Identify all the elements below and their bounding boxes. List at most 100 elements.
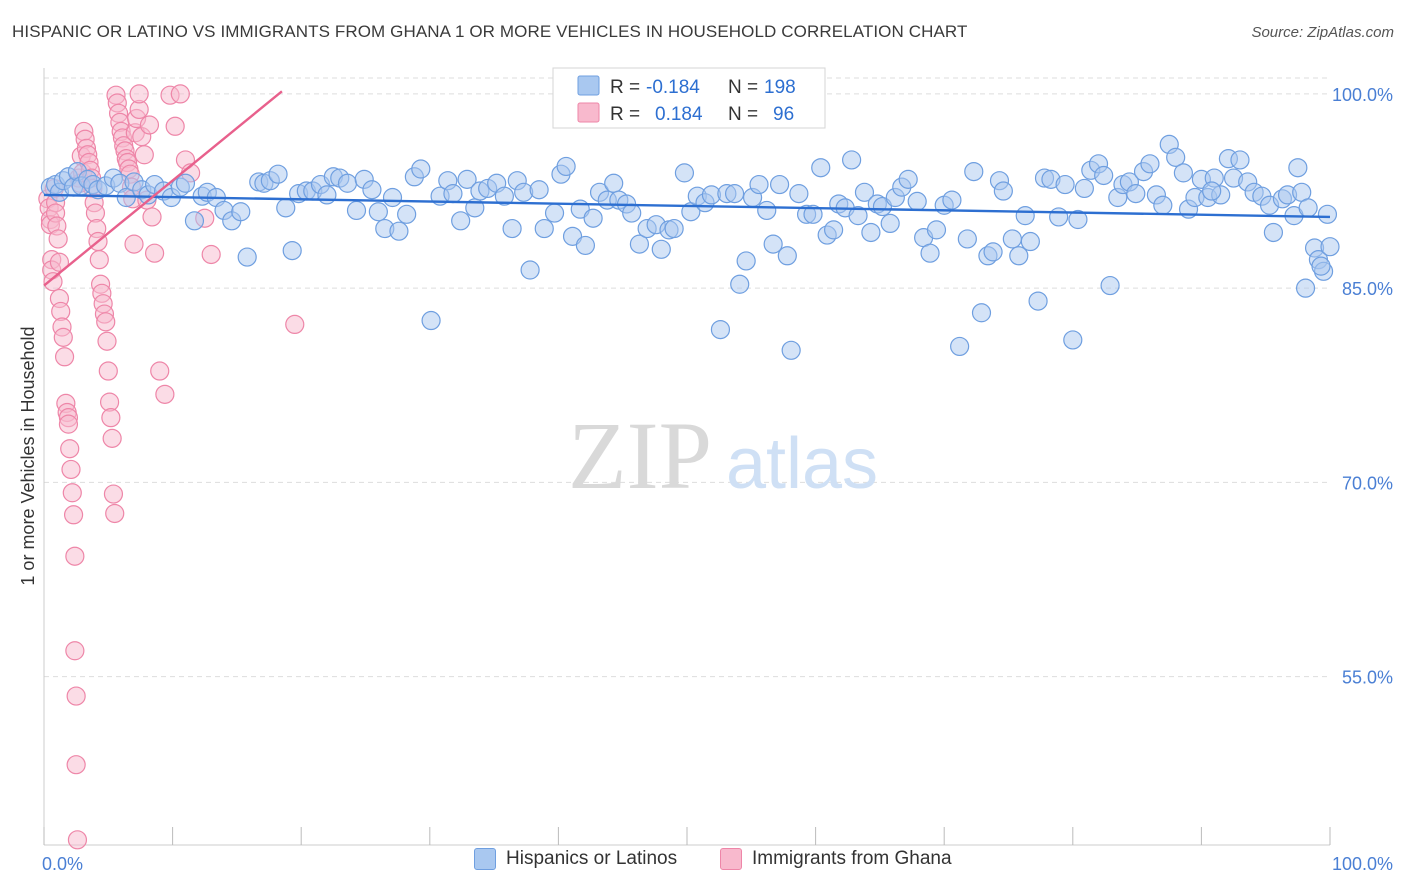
hispanic-point-148 bbox=[1055, 174, 1075, 195]
legend-r-value-pink: 0.184 bbox=[655, 104, 703, 125]
axes-layer: 55.0% 70.0% 85.0% 100.0% 0.0% 100.0% bbox=[42, 68, 1393, 874]
ghana-point-28 bbox=[66, 686, 86, 706]
hispanic-point-122 bbox=[880, 213, 900, 233]
ghana-point-11 bbox=[48, 229, 68, 249]
ghana-point-86 bbox=[155, 384, 175, 404]
hispanic-point-108 bbox=[789, 184, 809, 204]
hispanic-point-189 bbox=[1320, 237, 1340, 257]
ghana-point-58 bbox=[103, 484, 124, 504]
hispanic-point-77 bbox=[575, 235, 596, 256]
hispanic-point-74 bbox=[556, 156, 576, 177]
ghana-point-89 bbox=[170, 84, 190, 104]
hispanic-point-129 bbox=[926, 220, 947, 240]
legend-r-label-blue: R = bbox=[610, 77, 640, 98]
ghana-point-88 bbox=[165, 116, 185, 136]
hispanic-trend-line bbox=[43, 193, 1331, 219]
hispanic-point-72 bbox=[544, 203, 565, 223]
hispanic-point-142 bbox=[1015, 206, 1035, 226]
hispanic-point-104 bbox=[763, 234, 783, 254]
ghana-point-30 bbox=[67, 830, 88, 850]
legend-r-value-blue: -0.184 bbox=[646, 77, 700, 98]
ghana-point-6 bbox=[43, 272, 63, 292]
hispanic-point-22 bbox=[175, 173, 196, 193]
hispanic-point-128 bbox=[920, 243, 940, 263]
ghana-point-82 bbox=[139, 115, 160, 135]
hispanic-point-84 bbox=[622, 203, 642, 223]
hispanic-point-59 bbox=[451, 211, 471, 231]
hispanic-point-91 bbox=[674, 163, 695, 183]
hispanic-point-193 bbox=[1317, 204, 1338, 224]
hispanic-point-161 bbox=[1140, 154, 1160, 174]
y-tick-label-3: 100.0% bbox=[1332, 85, 1393, 105]
hispanic-point-140 bbox=[1002, 229, 1022, 249]
ghana-point-27 bbox=[65, 641, 85, 661]
hispanic-point-98 bbox=[724, 184, 745, 204]
hispanic-point-100 bbox=[736, 251, 756, 271]
hispanic-point-60 bbox=[457, 169, 477, 189]
ghana-point-79 bbox=[134, 145, 154, 165]
legend-swatch-ghana bbox=[720, 848, 742, 870]
hispanic-point-144 bbox=[1028, 291, 1048, 311]
hispanic-point-29 bbox=[231, 202, 251, 222]
legend-item-hispanics[interactable]: Hispanics or Latinos bbox=[474, 848, 677, 870]
ghana-point-81 bbox=[129, 84, 149, 104]
y-axis-title-layer: 1 or more Vehicles in Household bbox=[18, 326, 38, 585]
hispanic-point-52 bbox=[397, 204, 417, 224]
ghana-point-84 bbox=[144, 243, 165, 263]
x-tick-label-0: 0.0% bbox=[42, 854, 83, 874]
hispanic-points bbox=[40, 134, 1340, 360]
hispanic-point-190 bbox=[1311, 256, 1331, 276]
ghana-trend-line bbox=[43, 90, 283, 287]
ghana-point-59 bbox=[105, 503, 125, 524]
hispanic-point-70 bbox=[529, 180, 549, 200]
hispanic-point-81 bbox=[604, 173, 624, 193]
hispanic-point-118 bbox=[854, 182, 875, 202]
ghana-point-47 bbox=[89, 250, 109, 270]
hispanic-point-34 bbox=[268, 164, 288, 184]
legend-n-value-blue: 198 bbox=[764, 77, 796, 98]
hispanic-point-116 bbox=[842, 150, 862, 170]
hispanic-point-65 bbox=[494, 186, 514, 206]
hispanic-point-113 bbox=[824, 220, 844, 240]
hispanic-point-55 bbox=[421, 310, 441, 331]
hispanic-point-88 bbox=[651, 239, 671, 259]
watermark-atlas: atlas bbox=[726, 424, 878, 504]
hispanic-point-159 bbox=[1126, 184, 1146, 204]
ghana-point-83 bbox=[142, 207, 162, 227]
hispanic-point-51 bbox=[389, 221, 409, 241]
hispanic-point-151 bbox=[1074, 178, 1094, 199]
hispanic-point-102 bbox=[749, 174, 769, 195]
legend-item-ghana[interactable]: Immigrants from Ghana bbox=[720, 848, 952, 870]
legend-swatch-hispanics bbox=[474, 848, 496, 870]
watermark-zip: ZIP bbox=[568, 402, 712, 509]
hispanic-point-105 bbox=[769, 174, 790, 195]
ghana-point-12 bbox=[49, 252, 70, 272]
hispanic-point-185 bbox=[1298, 198, 1318, 218]
hispanic-point-78 bbox=[583, 208, 603, 228]
hispanic-point-44 bbox=[337, 173, 358, 193]
y-tick-label-0: 55.0% bbox=[1342, 668, 1393, 688]
legend-swatch-blue bbox=[577, 75, 600, 96]
hispanic-point-194 bbox=[1202, 181, 1222, 201]
ghana-point-52 bbox=[96, 312, 116, 332]
legend-label-ghana: Immigrants from Ghana bbox=[752, 848, 952, 869]
ghana-point-56 bbox=[101, 408, 121, 428]
ghana-point-93 bbox=[201, 244, 221, 265]
y-tick-label-2: 85.0% bbox=[1342, 279, 1393, 299]
legend-r-label-pink: R = bbox=[610, 104, 640, 125]
hispanic-point-155 bbox=[1100, 275, 1120, 296]
hispanic-point-143 bbox=[1020, 231, 1040, 252]
hispanic-point-30 bbox=[237, 247, 257, 267]
hispanic-point-133 bbox=[957, 229, 977, 249]
hispanic-point-165 bbox=[1166, 147, 1186, 167]
ghana-point-57 bbox=[102, 428, 122, 448]
hispanic-point-71 bbox=[534, 218, 554, 239]
watermark: ZIP atlas bbox=[568, 402, 878, 509]
hispanic-point-175 bbox=[1230, 150, 1250, 170]
legend-n-label-blue: N = bbox=[728, 77, 758, 98]
legend-swatch-pink bbox=[577, 102, 600, 123]
hispanic-point-125 bbox=[898, 169, 918, 189]
hispanic-point-147 bbox=[1049, 207, 1069, 227]
legend-n-value-pink: 96 bbox=[773, 104, 794, 125]
